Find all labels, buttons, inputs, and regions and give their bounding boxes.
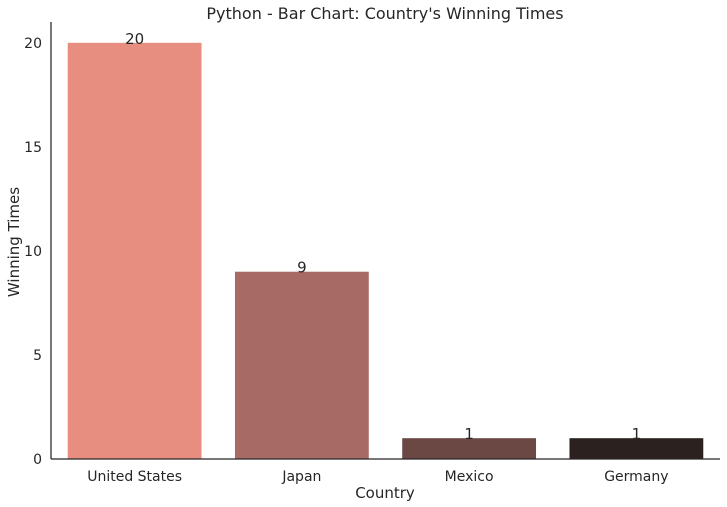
bar-germany	[569, 438, 704, 459]
x-tick-label-united-states: United States	[87, 469, 182, 485]
y-tick-label-20: 20	[24, 36, 42, 52]
x-tick-label-mexico: Mexico	[445, 469, 494, 485]
plot-area: 20 United States 9 Japan 1 Mexico 1 Germany 0 5 10…	[24, 22, 720, 485]
bar-japan	[234, 271, 369, 459]
x-tick-label-germany: Germany	[604, 469, 668, 485]
y-axis-label: Winning Times	[5, 187, 23, 297]
bar-mexico	[402, 438, 537, 459]
y-tick-label-15: 15	[24, 140, 42, 156]
data-label-mexico: 1	[464, 425, 474, 443]
data-label-united-states: 20	[125, 30, 144, 48]
data-label-japan: 9	[297, 259, 307, 277]
bar-united-states	[67, 42, 202, 460]
y-tick-label-0: 0	[33, 452, 42, 468]
x-tick-label-japan: Japan	[281, 469, 321, 485]
y-tick-label-5: 5	[33, 348, 42, 364]
data-label-germany: 1	[632, 425, 642, 443]
x-axis-label: Country	[355, 484, 415, 502]
chart-title: Python - Bar Chart: Country's Winning Ti…	[206, 4, 563, 23]
y-tick-label-10: 10	[24, 244, 42, 260]
